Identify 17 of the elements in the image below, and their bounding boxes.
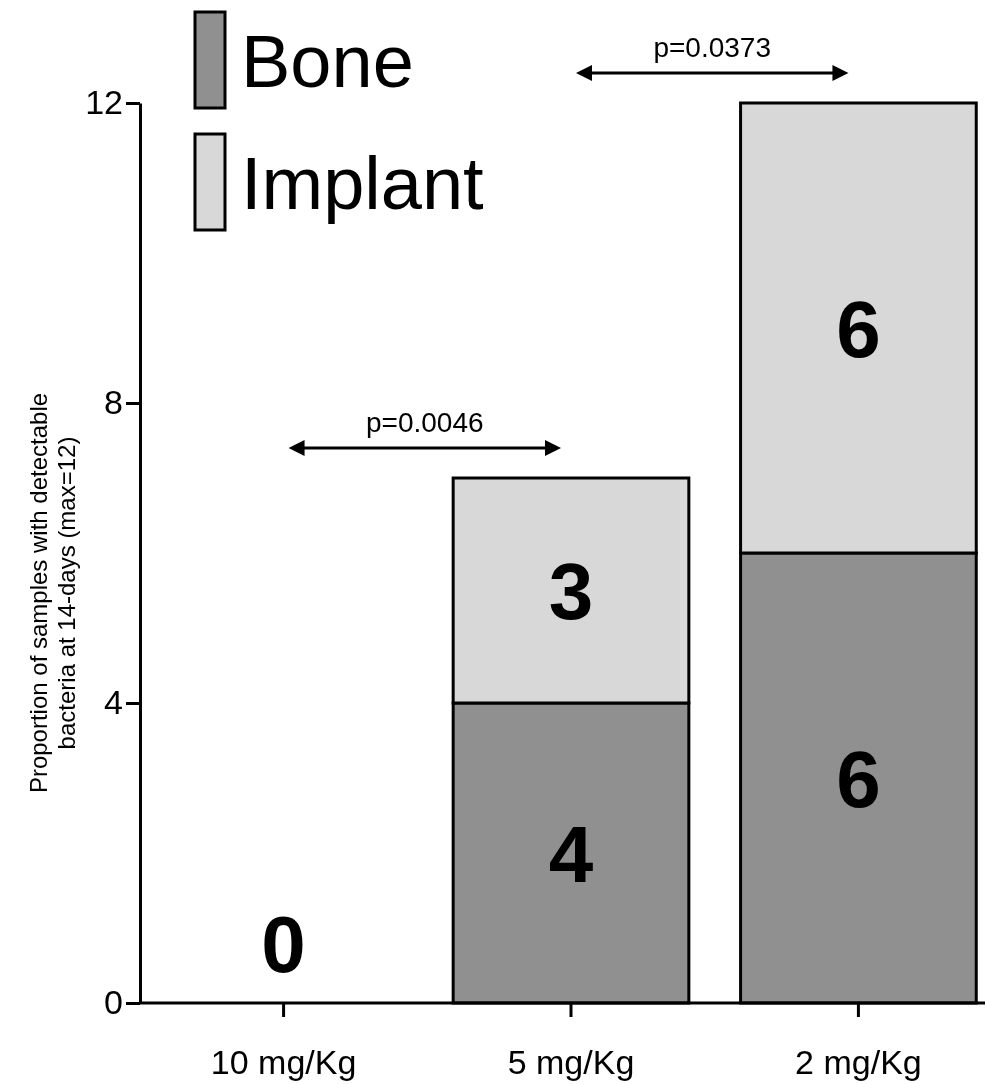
y-tick-label: 4	[104, 683, 123, 722]
data-label: 0	[261, 899, 306, 989]
x-tick-label: 2 mg/Kg	[795, 1043, 922, 1082]
data-label: 4	[548, 809, 594, 899]
text: p=0.0373	[653, 32, 771, 63]
data-label: 3	[548, 547, 594, 637]
y-tick-label: 0	[104, 983, 123, 1022]
data-label: 6	[836, 284, 881, 374]
data-label: 6	[836, 734, 881, 824]
y-tick-label: 12	[85, 83, 123, 122]
annotation: p=0.0046	[366, 407, 484, 438]
y-axis-title: Proportion of samples with detectable bacteria at 14-days (max=12)	[25, 392, 80, 794]
y-tick-label: 8	[104, 383, 123, 422]
x-tick-label: 5 mg/Kg	[507, 1043, 635, 1082]
legend-label: Implant	[241, 141, 485, 225]
x-tick-label: 10 mg/Kg	[210, 1043, 357, 1082]
legend-label: Bone	[241, 19, 414, 103]
